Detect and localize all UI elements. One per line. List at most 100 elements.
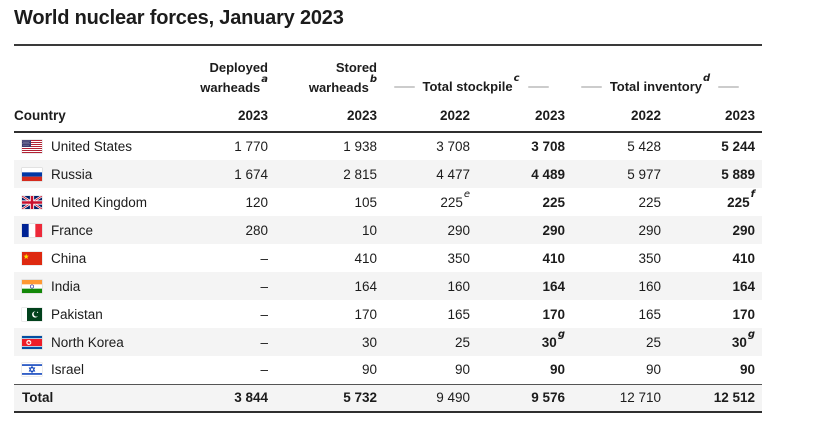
value-cell: 4 489 (531, 166, 565, 182)
column-group-label: Total stockpilec (422, 73, 520, 94)
value-cell: 4 477 (436, 166, 470, 182)
country-name: Pakistan (51, 306, 103, 322)
value-cell: 410 (732, 250, 756, 266)
value-cell: 5 889 (721, 166, 756, 182)
footnote-marker: b (369, 74, 377, 86)
country-name: North Korea (51, 334, 124, 350)
footnote-marker: g (747, 328, 756, 340)
country-name: India (51, 278, 81, 294)
country-cell: Israel (14, 356, 179, 384)
total-value-cell: 3 844 (234, 390, 268, 406)
column-group-line: Total stockpilec (377, 73, 565, 99)
year-column-header: 2023 (346, 108, 377, 123)
dash-decoration-icon (393, 86, 415, 88)
table-header: Deployed warheadsa Stored warheadsb Total st… (14, 45, 763, 132)
column-group-label: Stored (335, 60, 377, 75)
value-cell: 290 (542, 222, 565, 238)
value-cell: 2 815 (343, 166, 377, 182)
footnote-marker: g (557, 328, 565, 340)
footnote-marker: e (463, 188, 470, 200)
value-cell: 160 (638, 278, 661, 294)
country-cell: Pakistan (14, 300, 179, 328)
value-cell: 25 (454, 334, 470, 350)
fr-flag-icon (22, 223, 42, 237)
value-cell: 3 708 (436, 139, 470, 154)
dash-decoration-icon (527, 86, 549, 88)
year-column-header: 2022 (630, 108, 661, 123)
year-column-header: 2023 (534, 108, 565, 123)
value-cell: 225f (727, 188, 756, 210)
value-cell: 350 (447, 250, 470, 266)
value-cell: 280 (245, 222, 268, 238)
column-group-line: Total inventoryd (565, 73, 755, 99)
column-group-header: Deployed warheadsa (179, 45, 268, 99)
value-cell: 90 (454, 362, 470, 378)
pk-flag-icon (22, 307, 42, 321)
total-value-cell: 5 732 (343, 390, 377, 406)
page-title: World nuclear forces, January 2023 (14, 7, 344, 29)
value-cell: 10 (361, 222, 377, 238)
country-name: United States (51, 139, 133, 154)
year-header-row: Country 2023 2023 2022 2023 2022 2023 (14, 99, 763, 132)
country-name: China (51, 250, 87, 266)
value-cell: 5 428 (627, 139, 661, 154)
value-cell: – (260, 362, 268, 378)
table-row: United Kingdom 120 105 225e 225 225 225f (14, 188, 762, 216)
nuclear-forces-table: Deployed warheadsa Stored warheadsb Total st… (14, 44, 763, 413)
value-cell: 290 (638, 222, 661, 238)
total-value-cell: 9 490 (436, 390, 470, 406)
country-column-header: Country (14, 108, 66, 123)
value-cell: 165 (638, 306, 661, 322)
country-cell: France (14, 216, 179, 244)
year-column-header: 2023 (237, 108, 268, 123)
year-column-header: 2023 (724, 108, 756, 123)
page: World nuclear forces, January 2023 Deplo… (14, 7, 763, 413)
country-cell: United States (14, 132, 179, 160)
country-name: Russia (51, 166, 93, 182)
il-flag-icon (22, 363, 42, 377)
value-cell: 160 (447, 278, 470, 294)
gb-flag-icon (22, 195, 42, 209)
value-cell: 1 938 (343, 139, 377, 154)
value-cell: 1 674 (234, 166, 268, 182)
value-cell: 5 244 (721, 139, 756, 154)
value-cell: 1 770 (234, 139, 268, 154)
value-cell: 30g (731, 328, 756, 350)
value-cell: 90 (361, 362, 377, 378)
value-cell: 30 (361, 334, 377, 350)
column-group-header: Total stockpilec (377, 45, 565, 99)
group-header-spacer (14, 45, 179, 99)
country-cell: India (14, 272, 179, 300)
value-cell: 410 (354, 250, 377, 266)
value-cell: 90 (645, 362, 661, 378)
value-cell: 25 (645, 334, 661, 350)
column-group-label: warheadsb (308, 74, 377, 95)
value-cell: 290 (447, 222, 470, 238)
value-cell: 290 (732, 222, 756, 238)
total-label: Total (22, 390, 54, 406)
country-cell: China (14, 244, 179, 272)
value-cell: 5 977 (627, 166, 661, 182)
table-body: United States 1 770 1 938 3 708 3 708 5 428 5 … (14, 132, 763, 412)
column-group-label: Deployed (209, 60, 268, 75)
footnote-marker: d (703, 73, 711, 85)
value-cell: 165 (447, 306, 470, 322)
country-name: Israel (51, 362, 85, 378)
value-cell: 3 708 (531, 139, 565, 154)
value-cell: 170 (354, 306, 377, 322)
value-cell: 170 (542, 306, 565, 322)
value-cell: 225 (542, 194, 565, 210)
column-group-label: Total inventoryd (609, 73, 711, 94)
us-flag-icon (22, 140, 42, 153)
value-cell: 350 (638, 250, 661, 266)
value-cell: 164 (354, 278, 377, 294)
year-column-header: 2022 (439, 108, 470, 123)
value-cell: – (260, 306, 268, 322)
value-cell: 164 (732, 278, 756, 294)
value-cell: 410 (542, 250, 565, 266)
value-cell: 105 (354, 194, 377, 210)
total-row: Total 3 844 5 732 9 490 9 576 12 710 12 512 (14, 384, 763, 412)
table-row: Russia 1 674 2 815 4 477 4 489 5 977 5 889 (14, 160, 763, 188)
ru-flag-icon (22, 167, 42, 181)
value-cell: – (260, 250, 268, 266)
